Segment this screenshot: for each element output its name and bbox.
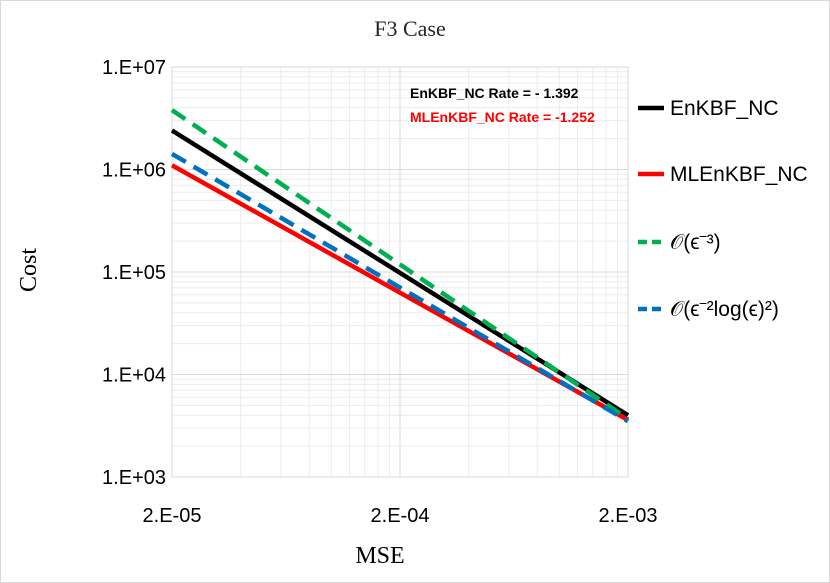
x-tick-labels: 2.E-05 2.E-04 2.E-03 [143,505,658,527]
y-tick-label: 1.E+05 [102,262,166,284]
legend-label-4: 𝒪(ϵ⁻²log(ϵ)²) [670,298,779,321]
y-tick-labels: 1.E+03 1.E+04 1.E+05 1.E+06 1.E+07 [102,57,166,489]
series-line-4 [170,151,630,424]
legend-label-3: 𝒪(ϵ⁻³) [670,231,721,254]
plot-area [171,66,629,478]
y-tick-label: 1.E+07 [102,57,166,79]
x-tick-label: 2.E-04 [371,505,430,527]
chart-title: F3 Case [374,16,446,41]
x-tick-label: 2.E-03 [599,505,658,527]
series-group [170,108,630,424]
y-tick-label: 1.E+06 [102,160,166,182]
annotation-mlenkbf-rate: MLEnKBF_NC Rate = -1.252 [410,109,595,125]
legend: EnKBF_NC MLEnKBF_NC 𝒪(ϵ⁻³) 𝒪(ϵ⁻²log(ϵ)²) [638,97,808,321]
y-tick-label: 1.E+03 [102,467,166,489]
x-tick-label: 2.E-05 [143,505,202,527]
plot-border [171,66,629,478]
series-line-3 [170,108,630,421]
x-axis-title: MSE [355,543,404,569]
y-tick-label: 1.E+04 [102,365,166,387]
annotation-enkbf-rate: EnKBF_NC Rate = - 1.392 [410,85,579,101]
legend-label-1: EnKBF_NC [670,97,779,120]
y-axis-title: Cost [16,248,42,292]
legend-label-2: MLEnKBF_NC [670,163,808,186]
